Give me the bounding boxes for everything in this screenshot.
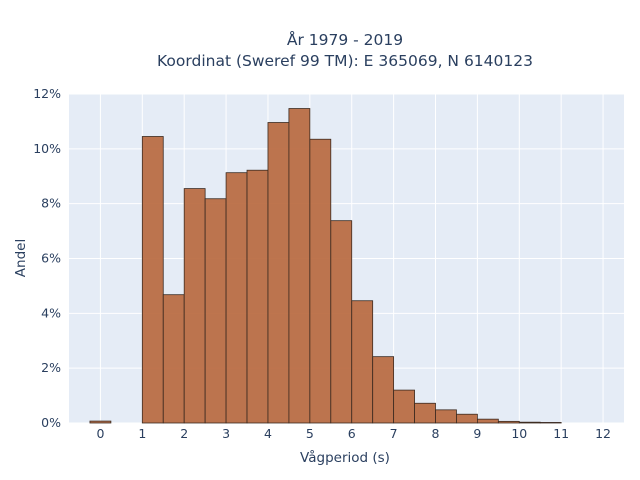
y-tick-label: 4% bbox=[41, 305, 61, 320]
chart-title-line-1: År 1979 - 2019 bbox=[287, 30, 403, 49]
x-tick-label: 6 bbox=[348, 426, 356, 441]
x-tick-label: 2 bbox=[180, 426, 188, 441]
histogram-bar-15 bbox=[435, 409, 457, 424]
histogram-bar-6 bbox=[246, 169, 269, 424]
y-tick-label: 0% bbox=[41, 415, 61, 430]
histogram-bar-1 bbox=[141, 136, 164, 424]
x-tick-label: 12 bbox=[595, 426, 611, 441]
x-tick-label: 10 bbox=[511, 426, 527, 441]
histogram-bar-13 bbox=[393, 389, 415, 424]
x-tick-label: 7 bbox=[390, 426, 398, 441]
histogram-bar-10 bbox=[330, 220, 353, 424]
x-tick-label: 0 bbox=[96, 426, 104, 441]
y-tick-label: 8% bbox=[41, 196, 61, 211]
histogram-bar-2 bbox=[162, 294, 185, 424]
chart-title-line-2: Koordinat (Sweref 99 TM): E 365069, N 61… bbox=[157, 52, 533, 70]
histogram-bar-18 bbox=[497, 420, 520, 424]
histogram-bar-5 bbox=[225, 172, 248, 424]
histogram-bars bbox=[89, 108, 562, 424]
histogram-bar-9 bbox=[309, 138, 332, 424]
x-tick-label: 3 bbox=[222, 426, 230, 441]
x-tick-label: 11 bbox=[553, 426, 569, 441]
x-tick-label: 1 bbox=[138, 426, 146, 441]
histogram-bar-0 bbox=[89, 420, 112, 424]
x-axis-ticks: 0 1 2 3 4 5 6 7 8 9 10 11 12 bbox=[96, 426, 611, 441]
y-tick-label: 12% bbox=[33, 86, 61, 101]
y-tick-label: 10% bbox=[33, 141, 61, 156]
x-tick-label: 8 bbox=[432, 426, 440, 441]
histogram-bar-20 bbox=[539, 422, 562, 424]
histogram-bar-8 bbox=[288, 108, 311, 424]
x-axis-title: Vågperiod (s) bbox=[300, 449, 390, 466]
histogram-bar-19 bbox=[518, 421, 541, 424]
y-tick-label: 6% bbox=[41, 251, 61, 266]
x-tick-label: 4 bbox=[264, 426, 272, 441]
histogram-bar-16 bbox=[456, 413, 478, 424]
y-axis-ticks: 0% 2% 4% 6% 8% 10% 12% bbox=[33, 86, 61, 430]
histogram-bar-11 bbox=[351, 300, 374, 424]
y-tick-label: 2% bbox=[41, 360, 61, 375]
x-tick-label: 5 bbox=[306, 426, 314, 441]
histogram-bar-12 bbox=[372, 356, 395, 424]
x-tick-label: 9 bbox=[473, 426, 481, 441]
histogram-bar-4 bbox=[204, 198, 227, 424]
histogram-bar-3 bbox=[183, 188, 206, 424]
y-axis-title: Andel bbox=[13, 239, 29, 277]
histogram-bar-7 bbox=[267, 122, 290, 424]
histogram-bar-17 bbox=[476, 418, 499, 424]
histogram-bar-14 bbox=[414, 402, 436, 424]
